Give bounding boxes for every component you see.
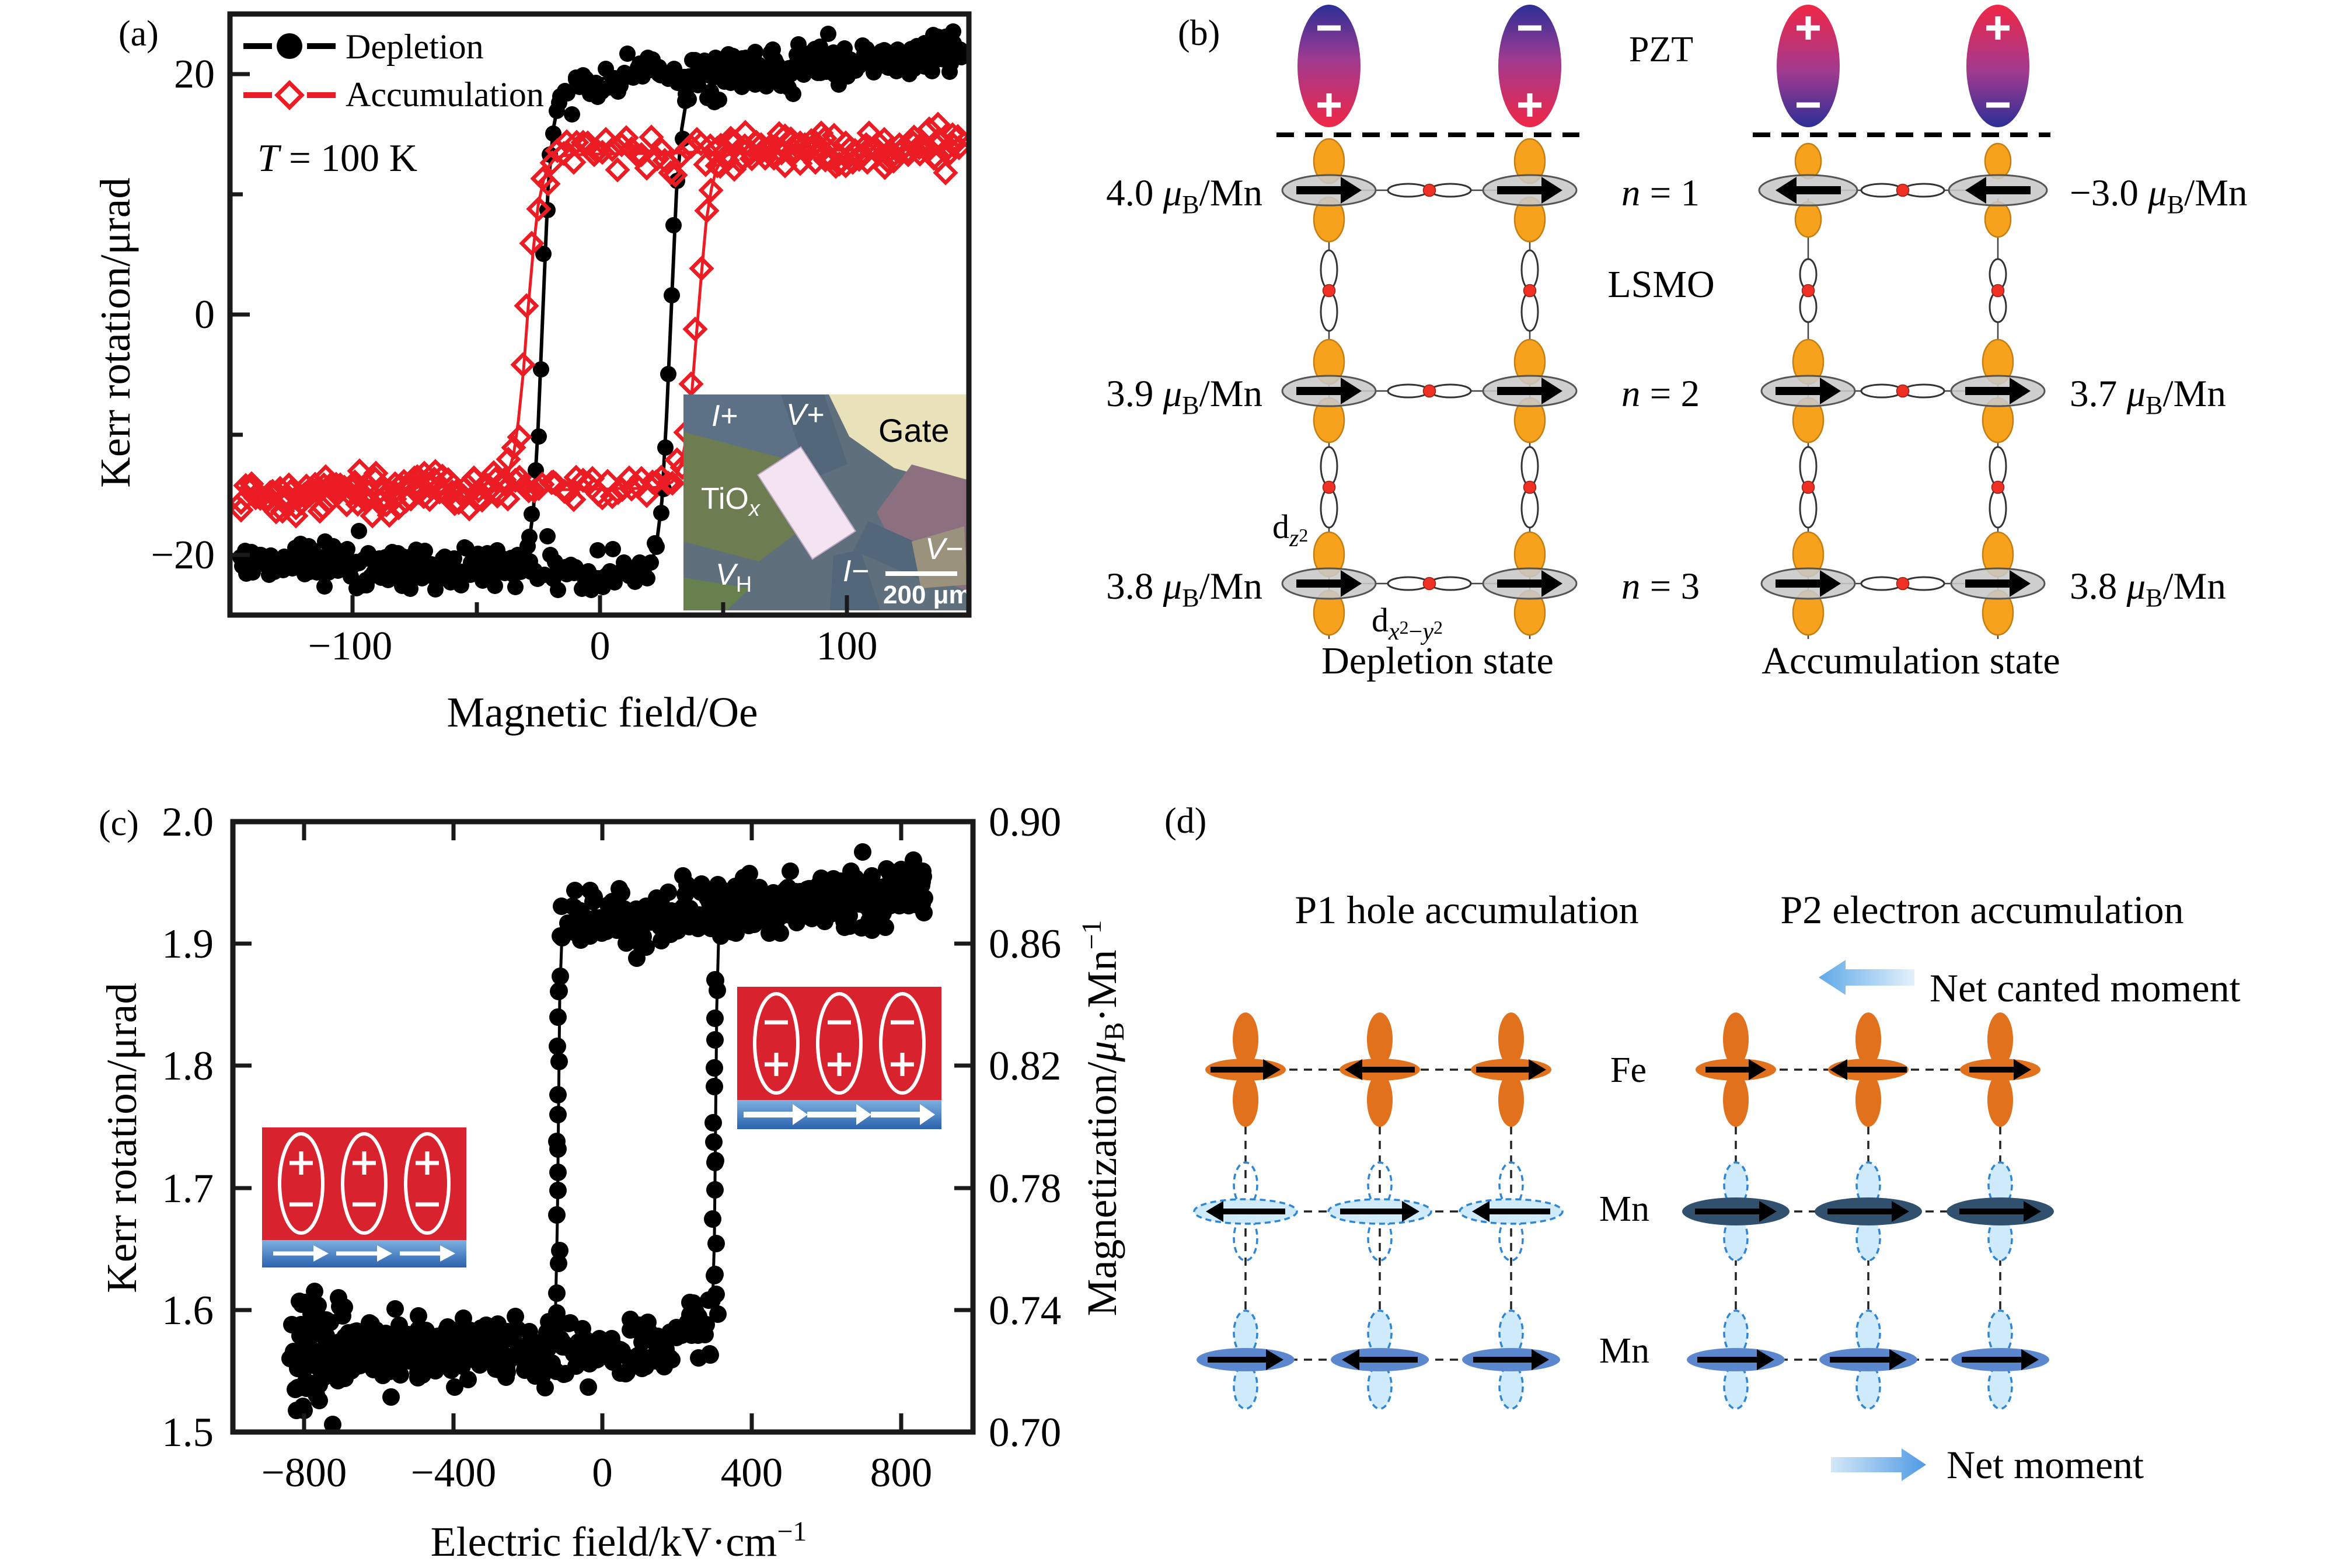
svg-text:P1 hole accumulation: P1 hole accumulation: [1295, 888, 1638, 932]
svg-text:400: 400: [721, 1450, 783, 1496]
svg-text:P2 electron accumulation: P2 electron accumulation: [1780, 888, 2183, 932]
svg-text:Gate: Gate: [878, 412, 949, 449]
svg-text:−100: −100: [308, 624, 392, 669]
svg-text:Depletion state: Depletion state: [1321, 640, 1554, 682]
svg-text:0: 0: [194, 292, 215, 337]
svg-text:Accumulation state: Accumulation state: [1762, 640, 2060, 682]
svg-text:Net moment: Net moment: [1947, 1443, 2144, 1487]
svg-text:Kerr rotation/μrad: Kerr rotation/μrad: [92, 177, 139, 488]
svg-text:Kerr rotation/μrad: Kerr rotation/μrad: [98, 983, 145, 1293]
svg-text:V−: V−: [925, 532, 963, 566]
svg-text:0.70: 0.70: [989, 1410, 1061, 1455]
svg-text:I−: I−: [843, 554, 869, 588]
svg-text:I+: I+: [711, 399, 738, 433]
svg-text:Magnetization/μB·Mn−1: Magnetization/μB·Mn−1: [1076, 920, 1130, 1316]
svg-text:(c): (c): [99, 804, 139, 843]
svg-text:n = 2: n = 2: [1621, 373, 1700, 415]
svg-text:0: 0: [590, 624, 611, 669]
svg-text:0.74: 0.74: [989, 1288, 1061, 1333]
svg-text:1.6: 1.6: [162, 1288, 214, 1333]
svg-text:0.86: 0.86: [989, 921, 1061, 967]
svg-text:1.5: 1.5: [162, 1410, 214, 1455]
svg-text:Fe: Fe: [1610, 1050, 1647, 1090]
svg-text:Mn: Mn: [1599, 1189, 1649, 1229]
svg-text:0.90: 0.90: [989, 799, 1061, 845]
svg-text:n = 3: n = 3: [1621, 565, 1700, 607]
svg-text:V+: V+: [786, 398, 824, 432]
svg-text:(a): (a): [118, 14, 159, 54]
svg-text:1.8: 1.8: [162, 1043, 214, 1089]
svg-text:3.9 μB/Mn: 3.9 μB/Mn: [1106, 373, 1262, 420]
svg-text:Net canted moment: Net canted moment: [1930, 966, 2241, 1010]
svg-text:2.0: 2.0: [162, 799, 214, 845]
svg-text:0.82: 0.82: [989, 1043, 1061, 1089]
svg-text:−20: −20: [151, 533, 215, 578]
svg-text:Depletion: Depletion: [346, 27, 484, 66]
svg-text:1.9: 1.9: [162, 921, 214, 967]
svg-text:−800: −800: [261, 1450, 347, 1496]
svg-text:3.7 μB/Mn: 3.7 μB/Mn: [2070, 373, 2226, 420]
svg-text:T = 100 K: T = 100 K: [257, 137, 417, 180]
svg-text:800: 800: [870, 1450, 933, 1496]
svg-text:(b): (b): [1178, 13, 1220, 53]
svg-text:PZT: PZT: [1629, 30, 1693, 69]
svg-text:100: 100: [817, 624, 878, 669]
svg-text:1.7: 1.7: [162, 1166, 214, 1211]
svg-text:3.8 μB/Mn: 3.8 μB/Mn: [1106, 565, 1262, 612]
svg-text:20: 20: [174, 52, 215, 97]
svg-text:−400: −400: [411, 1450, 497, 1496]
svg-text:0.78: 0.78: [989, 1166, 1061, 1211]
svg-text:Electric field/kV·cm−1: Electric field/kV·cm−1: [431, 1516, 807, 1565]
svg-text:n = 1: n = 1: [1621, 172, 1700, 214]
svg-text:Mn: Mn: [1599, 1331, 1649, 1371]
svg-text:−3.0 μB/Mn: −3.0 μB/Mn: [2070, 172, 2248, 219]
svg-text:LSMO: LSMO: [1607, 263, 1714, 306]
svg-text:200 μm: 200 μm: [883, 581, 972, 609]
svg-text:(d): (d): [1164, 801, 1206, 841]
svg-text:Magnetic field/Oe: Magnetic field/Oe: [447, 689, 758, 736]
svg-text:dx2−y2: dx2−y2: [1372, 601, 1443, 645]
svg-text:Accumulation: Accumulation: [346, 75, 544, 114]
svg-text:0: 0: [592, 1450, 613, 1496]
